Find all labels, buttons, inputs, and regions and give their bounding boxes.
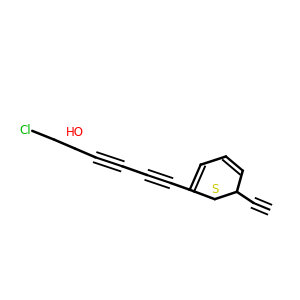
Text: S: S	[211, 183, 218, 196]
Text: Cl: Cl	[19, 124, 31, 137]
Text: HO: HO	[66, 126, 84, 139]
